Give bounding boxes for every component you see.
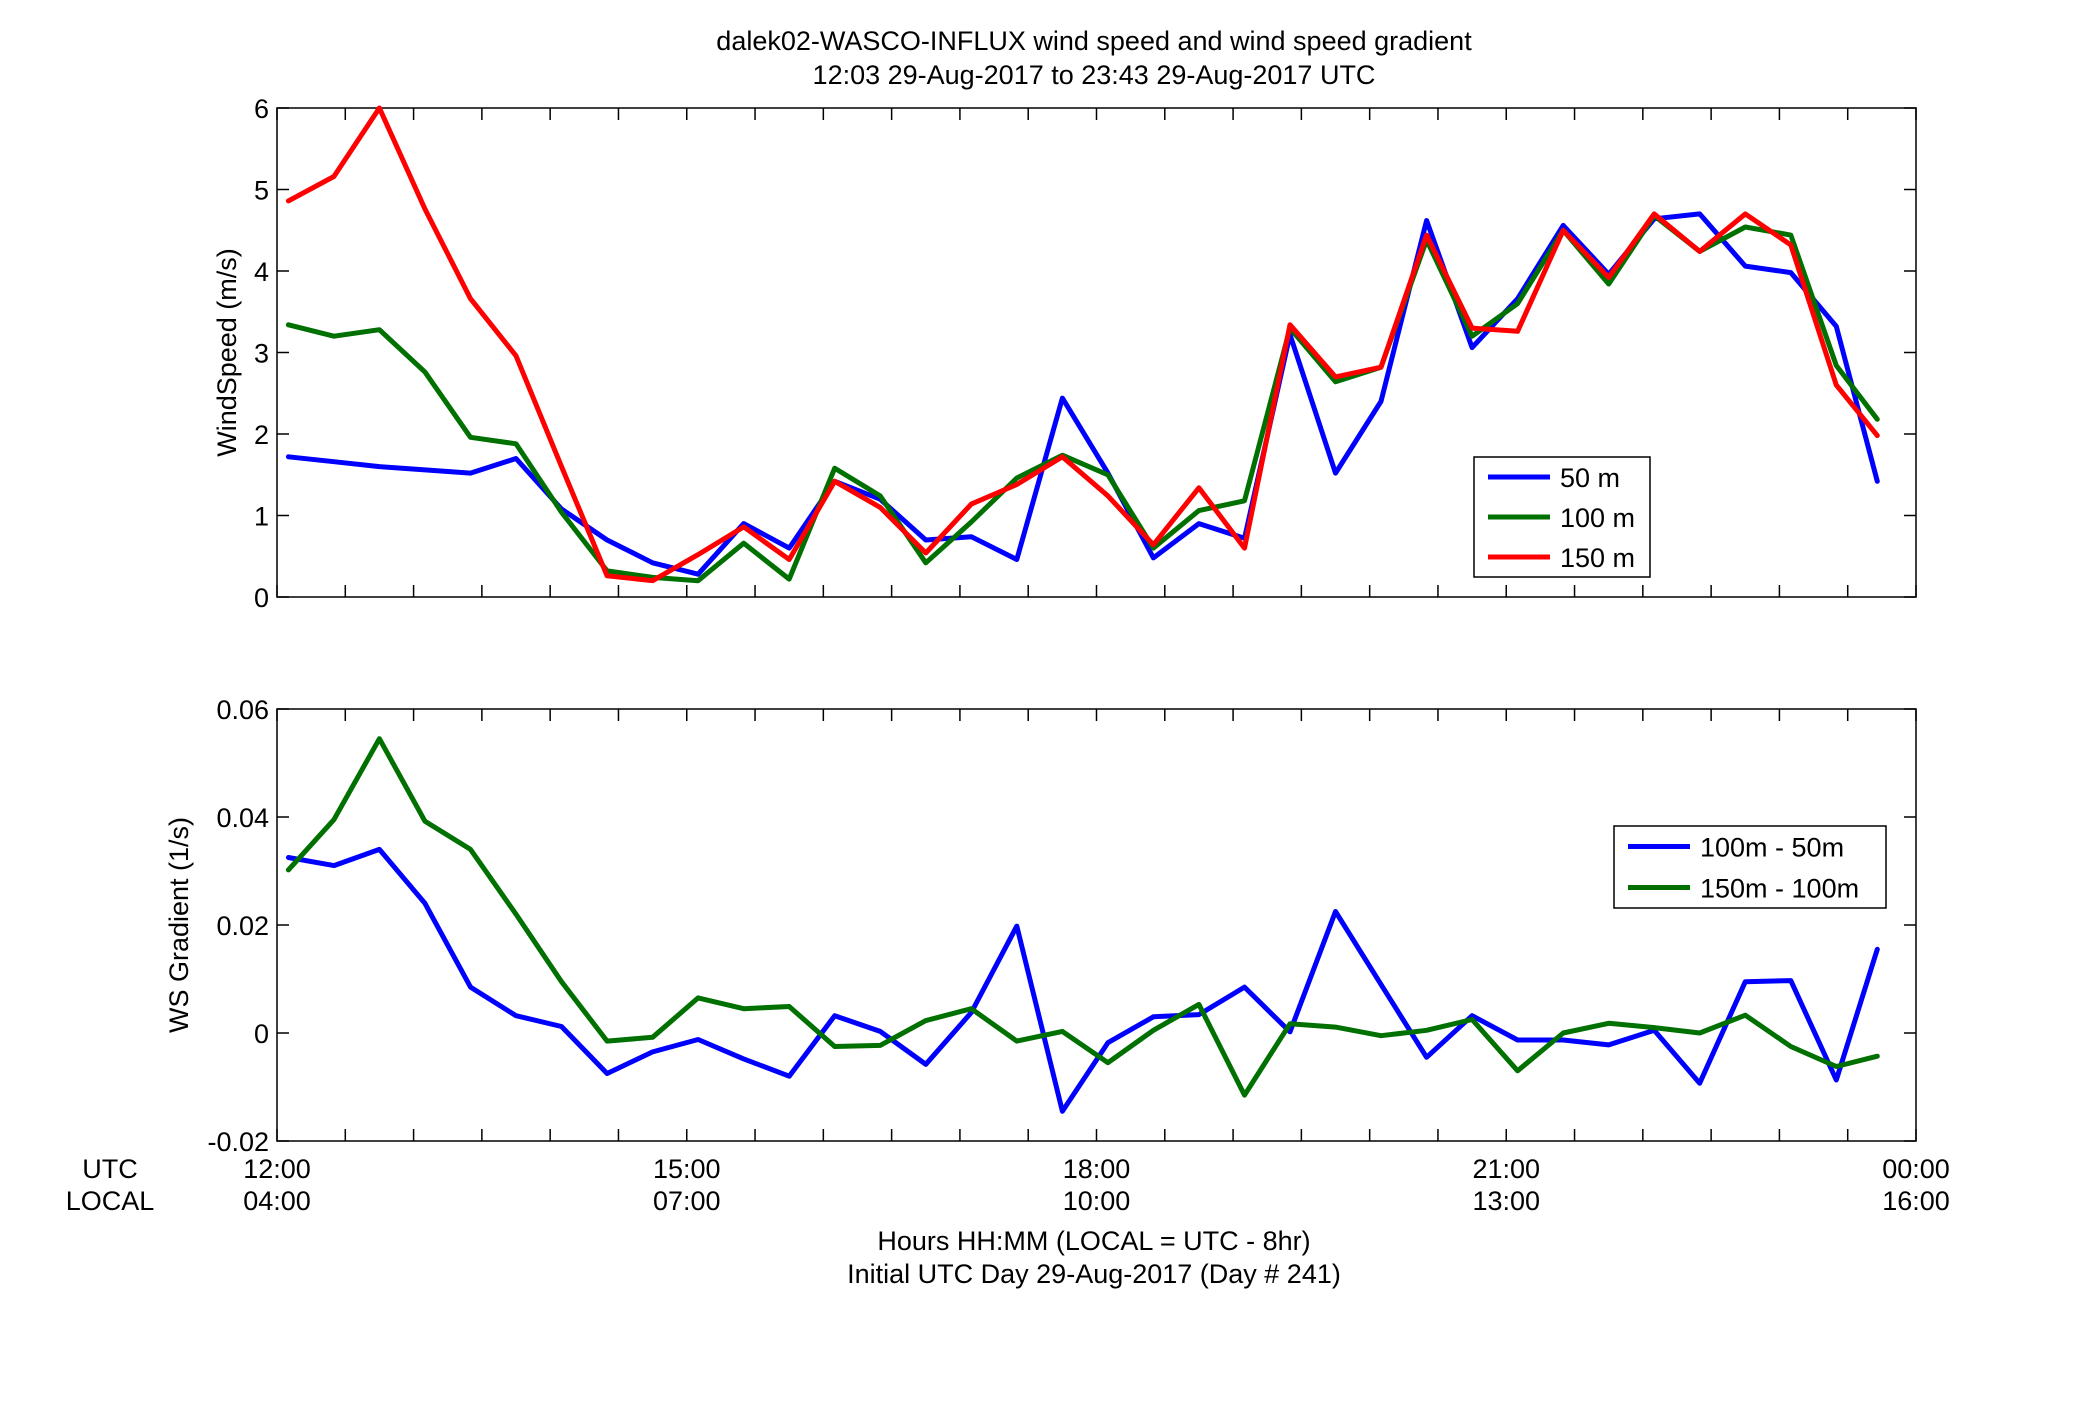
x-axis-label-line1: Hours HH:MM (LOCAL = UTC - 8hr) — [877, 1226, 1310, 1256]
x-tick-label-utc: 00:00 — [1882, 1154, 1950, 1184]
legend-label: 50 m — [1560, 463, 1620, 493]
local-row-label: LOCAL — [66, 1186, 155, 1216]
x-tick-label-local: 16:00 — [1882, 1186, 1950, 1216]
y-tick-label: 3 — [254, 339, 269, 369]
legend-label: 150m - 100m — [1700, 874, 1859, 904]
y-tick-label: 0 — [254, 583, 269, 613]
series-line-3 — [285, 105, 1880, 584]
legend: 50 m 100 m 150 m — [1473, 456, 1651, 578]
gradient-panel: -0.02 0 0.02 0.04 0.06 WS Gradient (1/s) 12:00… — [164, 695, 1950, 1216]
legend-label: 100m - 50m — [1700, 833, 1844, 863]
y-tick-label: 0.04 — [216, 803, 269, 833]
y-tick-label: 2 — [254, 420, 269, 450]
series-line-1 — [285, 846, 1880, 1114]
y-axis-label: WS Gradient (1/s) — [164, 817, 194, 1033]
x-axis-label-line2: Initial UTC Day 29-Aug-2017 (Day # 241) — [847, 1259, 1341, 1289]
x-tick-label-local: 04:00 — [243, 1186, 311, 1216]
y-tick-label: 0.02 — [216, 911, 269, 941]
series-line-2 — [285, 736, 1880, 1098]
x-tick-label-utc: 21:00 — [1472, 1154, 1540, 1184]
y-tick-label: 1 — [254, 502, 269, 532]
x-tick-label-local: 07:00 — [653, 1186, 721, 1216]
figure-title-line1: dalek02-WASCO-INFLUX wind speed and wind… — [716, 26, 1472, 56]
legend: 100m - 50m 150m - 100m — [1613, 825, 1887, 909]
legend-box — [1613, 825, 1887, 909]
utc-row-label: UTC — [82, 1154, 138, 1184]
x-tick-label-local: 10:00 — [1063, 1186, 1131, 1216]
y-tick-label: 6 — [254, 94, 269, 124]
x-tick-label-utc: 15:00 — [653, 1154, 721, 1184]
y-tick-label: 5 — [254, 176, 269, 206]
y-tick-label: 4 — [254, 257, 269, 287]
y-tick-label: 0 — [254, 1019, 269, 1049]
y-tick-label: -0.02 — [207, 1127, 269, 1157]
y-axis-label: WindSpeed (m/s) — [212, 248, 242, 457]
legend-label: 150 m — [1560, 543, 1635, 573]
x-tick-label-local: 13:00 — [1472, 1186, 1540, 1216]
legend-label: 100 m — [1560, 503, 1635, 533]
series-line-2 — [285, 213, 1880, 584]
x-tick-label-utc: 18:00 — [1063, 1154, 1131, 1184]
x-tick-label-utc: 12:00 — [243, 1154, 311, 1184]
y-tick-label: 0.06 — [216, 695, 269, 725]
figure-title-line2: 12:03 29-Aug-2017 to 23:43 29-Aug-2017 U… — [813, 60, 1376, 90]
wind-speed-panel: 0 1 2 3 4 5 6 WindSpeed (m/s) 50 m 100 m 150 m — [212, 94, 1917, 613]
